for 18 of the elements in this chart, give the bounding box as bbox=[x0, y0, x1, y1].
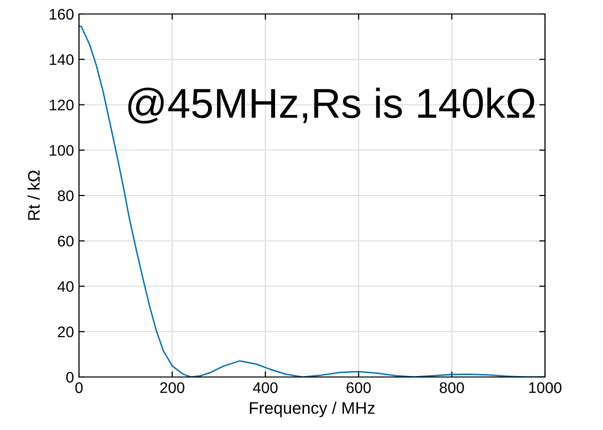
x-tick-label: 0 bbox=[75, 382, 83, 394]
annotation: @45MHz,Rs is 140kΩ bbox=[128, 88, 535, 124]
y-tick-label: 60 bbox=[58, 236, 74, 247]
x-axis-title: Frequency / MHz bbox=[250, 402, 375, 418]
x-tick-label: 800 bbox=[440, 382, 464, 394]
y-tick-label: 100 bbox=[50, 144, 74, 156]
x-tick-label: 200 bbox=[160, 382, 184, 394]
y-tick-label: 160 bbox=[50, 8, 74, 20]
y-tick-label: 40 bbox=[58, 281, 74, 292]
y-tick-label: 0 bbox=[66, 372, 74, 383]
x-tick-label: 1000 bbox=[529, 382, 562, 394]
y-axis-title: Rt / kΩ bbox=[28, 170, 40, 220]
y-tick-label: 140 bbox=[50, 54, 74, 66]
x-tick-label: 400 bbox=[253, 382, 278, 394]
x-tick-label: 600 bbox=[346, 382, 371, 394]
y-tick-label: 120 bbox=[50, 100, 74, 110]
y-tick-label: 80 bbox=[58, 190, 74, 202]
y-tick-label: 20 bbox=[58, 326, 74, 338]
